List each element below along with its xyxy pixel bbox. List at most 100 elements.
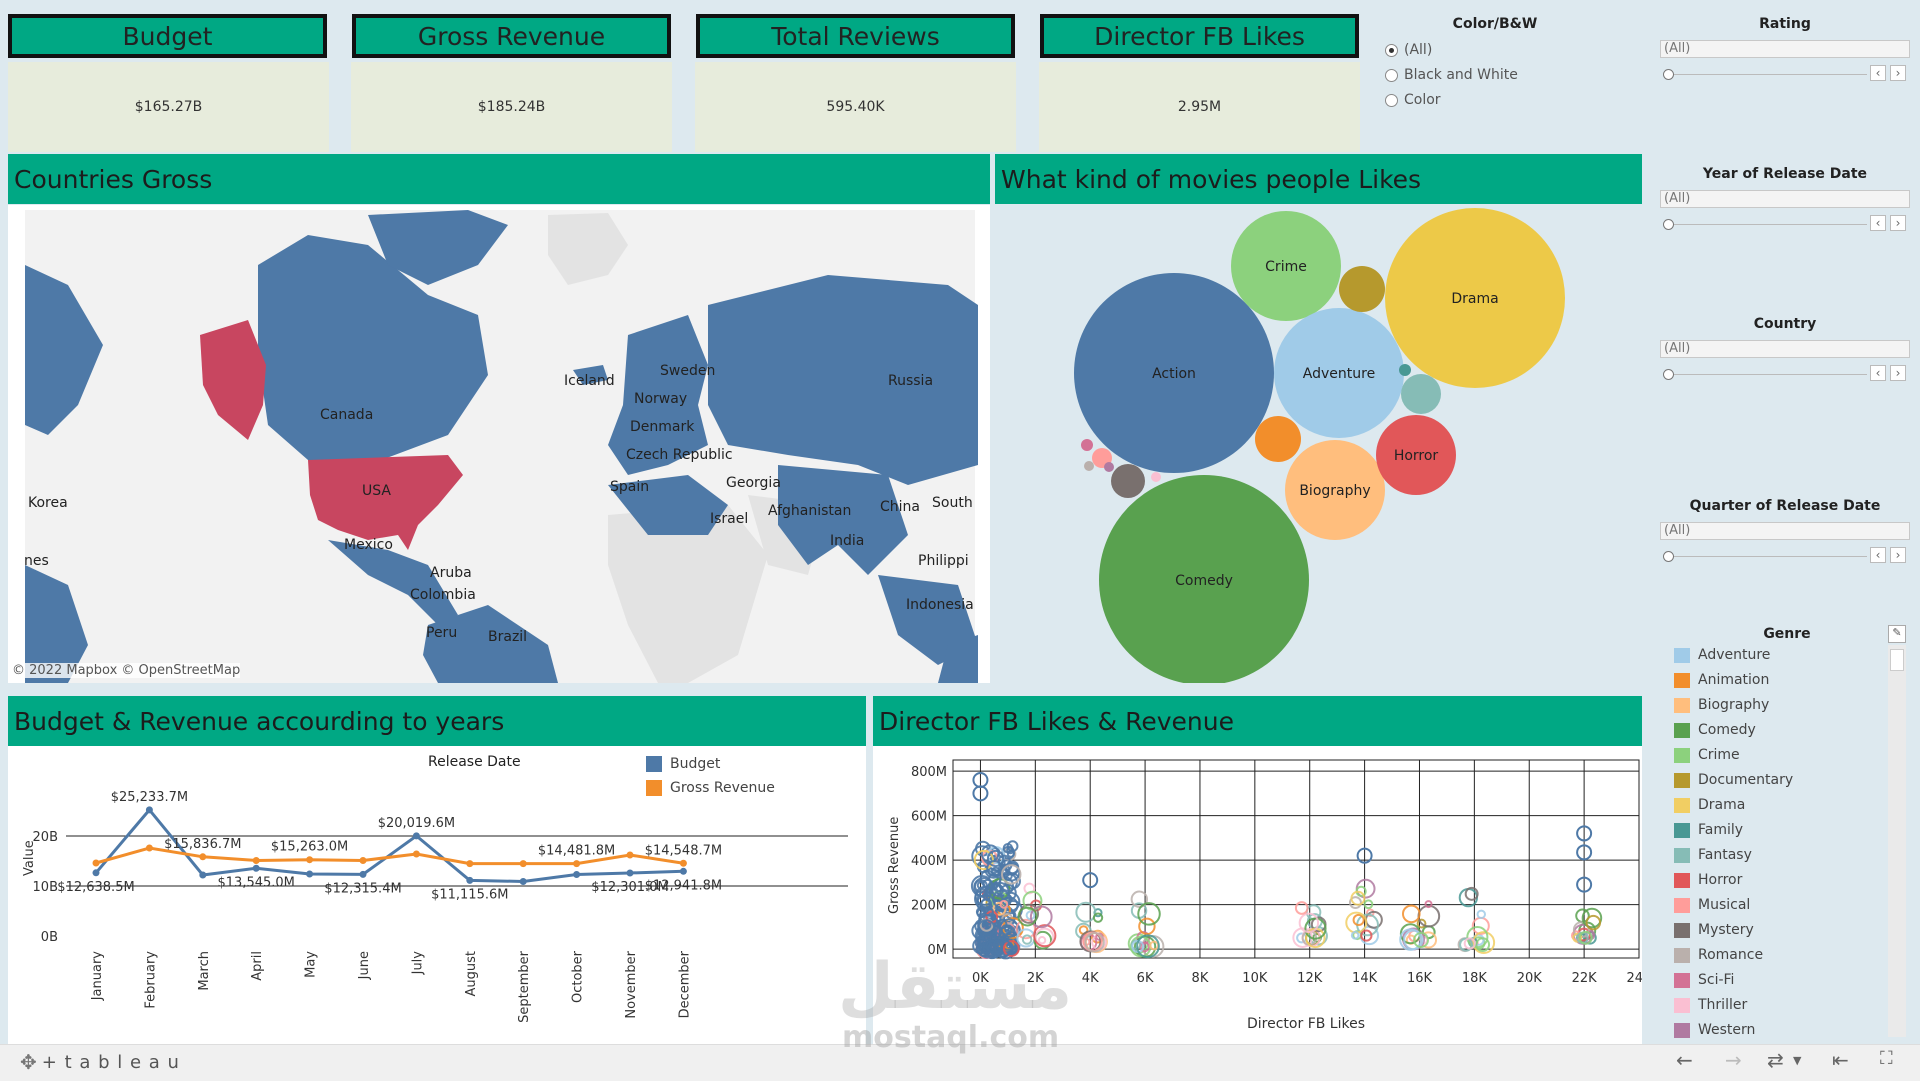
bubble-comedy[interactable]: Comedy — [1099, 475, 1309, 683]
scatter-point — [1424, 900, 1433, 909]
radio-all-label: (All) — [1404, 42, 1433, 58]
bubble-crime[interactable]: Crime — [1231, 211, 1341, 321]
bubble-drama[interactable]: Drama — [1385, 208, 1565, 388]
kpi-gross-revenue-value: $185.24B — [351, 62, 672, 152]
tableau-logo[interactable]: ✥ + t a b l e a u — [20, 1050, 180, 1074]
map-label-peru: Peru — [426, 625, 458, 641]
genre-legend-item-musical[interactable]: Musical — [1674, 896, 1750, 914]
radio-bw-indicator[interactable] — [1385, 68, 1398, 82]
map-panel[interactable]: Canada USA Mexico Aruba Colombia Peru Br… — [8, 205, 990, 683]
scatter-chart[interactable]: 0K 2K 4K 6K 8K 10K 12K 14K 16K 18K 20K 22K 24K 0M 200M… — [873, 746, 1642, 1044]
filter-country-next-button[interactable]: › — [1890, 365, 1906, 381]
filter-quarter-slider[interactable] — [1667, 556, 1867, 557]
revert-icon[interactable]: ⇄ — [1767, 1048, 1784, 1072]
line-chart[interactable]: 0B 10B 20B $12,638.5M $25,233.7M $15,836.7M $1… — [8, 746, 866, 1044]
redo-icon[interactable]: → — [1725, 1048, 1742, 1072]
genre-legend-edit-icon[interactable]: ✎ — [1888, 625, 1906, 643]
undo-icon[interactable]: ← — [1676, 1048, 1693, 1072]
genre-legend-scroll-thumb[interactable] — [1890, 649, 1904, 671]
filter-rating-dropdown[interactable]: (All) — [1660, 40, 1910, 58]
radio-color[interactable]: Color — [1385, 92, 1441, 108]
genre-legend-item-crime[interactable]: Crime — [1674, 746, 1740, 764]
genre-legend-item-drama[interactable]: Drama — [1674, 796, 1745, 814]
genre-legend-item-comedy[interactable]: Comedy — [1674, 721, 1756, 739]
bubble-panel: Action Comedy Drama Crime Adventure Biog… — [995, 205, 1642, 683]
filter-rating-slider[interactable] — [1667, 74, 1867, 75]
bubble-family[interactable] — [1399, 364, 1411, 376]
bubble-sci-fi[interactable] — [1081, 439, 1093, 451]
genre-legend-item-sci-fi[interactable]: Sci-Fi — [1674, 971, 1734, 989]
filter-rating-slider-handle[interactable] — [1663, 69, 1674, 80]
bubble-biography[interactable]: Biography — [1285, 440, 1385, 540]
bubble-romance[interactable] — [1084, 461, 1094, 471]
filter-country-slider[interactable] — [1667, 374, 1867, 375]
genre-legend-item-mystery[interactable]: Mystery — [1674, 921, 1754, 939]
genre-legend-item-adventure[interactable]: Adventure — [1674, 646, 1770, 664]
filter-country-slider-handle[interactable] — [1663, 369, 1674, 380]
scatter-point — [1033, 924, 1057, 948]
legend-gross-revenue[interactable]: Gross Revenue — [646, 780, 775, 796]
genre-legend-item-horror[interactable]: Horror — [1674, 871, 1742, 889]
map-label-denmark: Denmark — [630, 419, 695, 435]
bubble-western[interactable] — [1104, 462, 1114, 472]
line-point — [412, 832, 420, 840]
legend-budget[interactable]: Budget — [646, 756, 720, 772]
filter-rating-next-button[interactable]: › — [1890, 65, 1906, 81]
radio-black-and-white[interactable]: Black and White — [1385, 67, 1518, 83]
line-data-label: $12,941.8M — [645, 878, 722, 893]
filter-rating-prev-button[interactable]: ‹ — [1870, 65, 1886, 81]
line-x-tick-label: December — [677, 950, 692, 1018]
genre-legend-item-documentary[interactable]: Documentary — [1674, 771, 1793, 789]
radio-color-indicator[interactable] — [1385, 93, 1398, 107]
pause-updates-icon[interactable]: ⇤ — [1832, 1048, 1849, 1072]
bubble-thriller[interactable] — [1151, 472, 1161, 482]
bubble-chart[interactable]: Action Comedy Drama Crime Adventure Biog… — [995, 205, 1642, 683]
filter-quarter-prev-button[interactable]: ‹ — [1870, 547, 1886, 563]
line-point — [679, 859, 687, 867]
bubble-action[interactable]: Action — [1074, 273, 1274, 473]
genre-legend-label: Horror — [1698, 872, 1743, 888]
scatter-point — [993, 939, 1004, 950]
filter-quarter-dropdown[interactable]: (All) — [1660, 522, 1910, 540]
filter-year-next-button[interactable]: › — [1890, 215, 1906, 231]
filter-country-prev-button[interactable]: ‹ — [1870, 365, 1886, 381]
bubble-mystery[interactable] — [1111, 464, 1145, 498]
bubble-documentary[interactable] — [1339, 266, 1385, 312]
genre-legend-item-thriller[interactable]: Thriller — [1674, 996, 1747, 1014]
filter-year-slider-handle[interactable] — [1663, 219, 1674, 230]
fullscreen-icon[interactable]: ⛶ — [1880, 1048, 1893, 1069]
genre-legend-swatch — [1674, 922, 1690, 938]
bubble-fantasy[interactable] — [1401, 374, 1441, 414]
genre-legend-scrollbar[interactable] — [1888, 645, 1906, 1037]
scatter-point — [1463, 937, 1476, 950]
genre-legend-item-fantasy[interactable]: Fantasy — [1674, 846, 1752, 864]
filter-quarter-next-button[interactable]: › — [1890, 547, 1906, 563]
bubble-adventure[interactable]: Adventure — [1274, 308, 1404, 438]
revert-dropdown-icon[interactable]: ▼ — [1793, 1054, 1802, 1067]
bubble-horror[interactable]: Horror — [1376, 415, 1456, 495]
genre-legend-item-western[interactable]: Western — [1674, 1021, 1755, 1039]
genre-legend-label: Adventure — [1698, 647, 1771, 663]
bubble-animation[interactable] — [1255, 416, 1301, 462]
world-map[interactable] — [8, 205, 990, 683]
genre-legend-item-romance[interactable]: Romance — [1674, 946, 1763, 964]
genre-legend-item-family[interactable]: Family — [1674, 821, 1743, 839]
bubble-crime-label: Crime — [1265, 259, 1307, 275]
radio-all-indicator[interactable] — [1385, 43, 1398, 57]
filter-quarter-slider-handle[interactable] — [1663, 551, 1674, 562]
scatter-point — [1015, 918, 1036, 940]
bubble-biography-label: Biography — [1299, 483, 1370, 499]
filter-year-slider[interactable] — [1667, 224, 1867, 225]
genre-legend-item-animation[interactable]: Animation — [1674, 671, 1769, 689]
bubble-comedy-label: Comedy — [1175, 573, 1233, 589]
scatter-point — [1416, 918, 1427, 929]
legend-gross-revenue-swatch — [646, 780, 662, 796]
filter-country-dropdown[interactable]: (All) — [1660, 340, 1910, 358]
filter-year-prev-button[interactable]: ‹ — [1870, 215, 1886, 231]
filter-year-dropdown[interactable]: (All) — [1660, 190, 1910, 208]
genre-legend-item-biography[interactable]: Biography — [1674, 696, 1769, 714]
map-attribution[interactable]: © 2022 Mapbox © OpenStreetMap — [12, 663, 241, 678]
line-point — [306, 856, 314, 864]
scatter-point — [1464, 886, 1479, 901]
radio-all[interactable]: (All) — [1385, 42, 1432, 58]
